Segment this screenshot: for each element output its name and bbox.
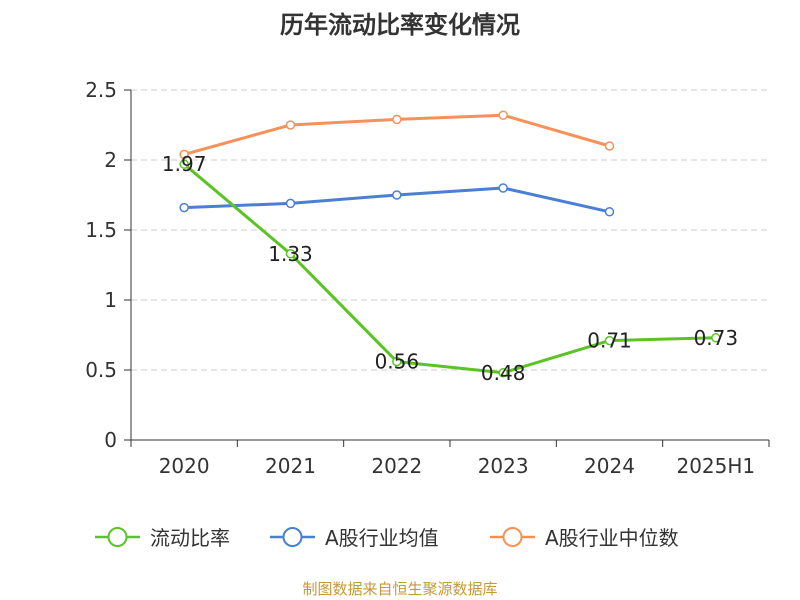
series-point-2 <box>498 110 508 120</box>
data-label: 0.48 <box>481 361 526 385</box>
series-point-0 <box>285 249 296 259</box>
y-tick-label: 1 <box>104 288 117 312</box>
y-tick-label: 0.5 <box>85 358 117 382</box>
series-point-1 <box>392 190 402 200</box>
legend-item-2[interactable]: A股行业中位数 <box>490 526 679 550</box>
series-point-1 <box>498 183 508 193</box>
x-tick-label: 2024 <box>584 454 635 478</box>
series-point-2 <box>285 120 296 130</box>
legend-item-0[interactable]: 流动比率 <box>95 526 230 550</box>
legend-marker-icon <box>502 527 523 547</box>
legend-item-1[interactable]: A股行业均值 <box>270 526 439 550</box>
y-tick-label: 1.5 <box>85 218 117 242</box>
y-tick-label: 2 <box>104 148 117 172</box>
legend-label: A股行业中位数 <box>545 526 679 550</box>
data-label: 0.71 <box>587 329 632 353</box>
data-label: 0.73 <box>694 326 739 350</box>
legend-marker-icon <box>282 527 303 547</box>
series-point-0 <box>604 335 615 346</box>
source-note: 制图数据来自恒生聚源数据库 <box>302 580 497 598</box>
data-label: 1.97 <box>162 152 207 176</box>
series-point-0 <box>711 333 721 343</box>
x-tick-label: 2020 <box>159 454 210 478</box>
series-point-2 <box>179 149 189 160</box>
legend-marker-icon <box>107 527 128 547</box>
chart-title: 历年流动比率变化情况 <box>280 11 520 39</box>
series-point-2 <box>392 114 402 125</box>
legend[interactable]: 流动比率 A股行业均值 A股行业中位数 <box>95 526 679 550</box>
tick-labels: 0 0.5 1 1.5 2 2.5 2020 2021 2022 2023 2024 2025H1 <box>85 78 755 478</box>
legend-label: 流动比率 <box>150 526 230 550</box>
series-point-0 <box>498 368 508 378</box>
data-labels: 1.97 1.33 0.56 0.48 0.71 0.73 <box>162 152 738 385</box>
data-label: 0.56 <box>375 350 420 374</box>
y-tick-label: 2.5 <box>85 78 117 102</box>
x-tick-label: 2023 <box>478 454 529 478</box>
series-point-1 <box>604 207 615 217</box>
series-point-2 <box>604 141 615 151</box>
axes <box>124 89 770 447</box>
grid-lines <box>131 89 769 371</box>
series-line-0 <box>183 163 716 375</box>
series-point-1 <box>285 198 296 209</box>
series-lines <box>179 110 721 378</box>
data-label: 1.33 <box>268 242 313 266</box>
x-tick-label: 2022 <box>371 454 422 478</box>
series-point-0 <box>179 159 189 169</box>
x-tick-label: 2025H1 <box>676 454 755 478</box>
legend-label: A股行业均值 <box>325 526 439 550</box>
series-point-0 <box>392 356 402 367</box>
x-tick-label: 2021 <box>265 454 316 478</box>
y-tick-label: 0 <box>104 428 117 452</box>
series-point-1 <box>179 202 189 213</box>
